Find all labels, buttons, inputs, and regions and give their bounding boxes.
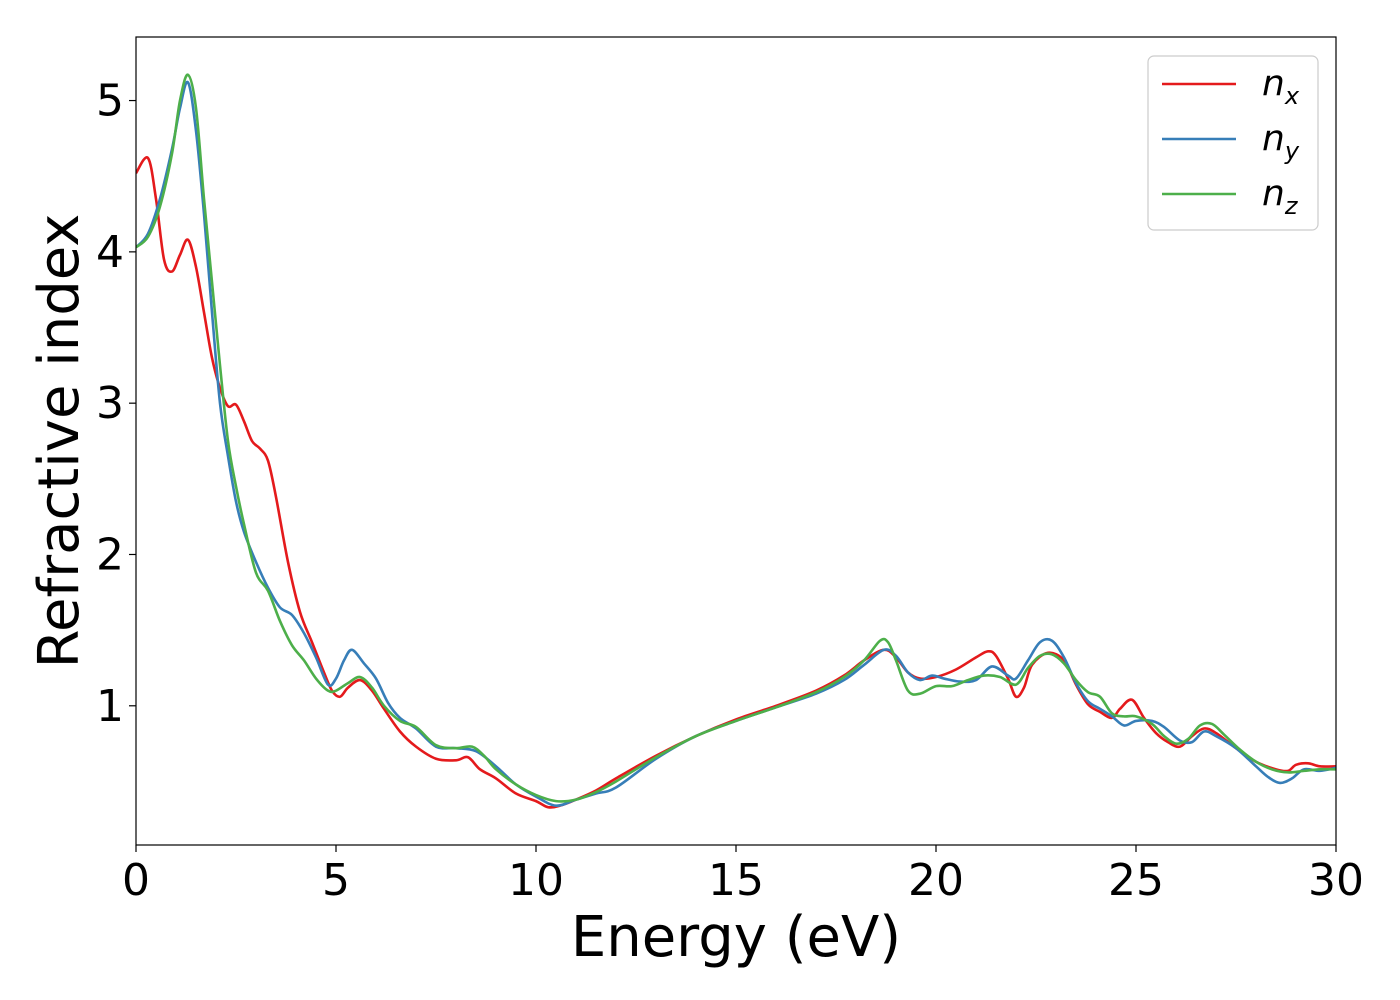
x-tick-label: 15: [708, 855, 764, 906]
legend-box: [1147, 55, 1319, 231]
x-axis-label: Energy (eV): [571, 905, 901, 970]
y-tick-label: 4: [96, 227, 124, 278]
x-tick-label: 30: [1308, 855, 1364, 906]
series-line-z: [136, 73, 1336, 803]
y-tick-label: 2: [96, 529, 124, 580]
x-tick-label: 0: [122, 855, 150, 906]
y-tick-label: 3: [96, 378, 124, 429]
x-axis-ticks: 0 5 10 15 20 25 30: [122, 845, 1364, 906]
legend-label-z: nz: [1262, 173, 1299, 220]
legend-label-y: ny: [1262, 118, 1300, 165]
y-tick-label: 1: [96, 681, 124, 732]
x-tick-label: 25: [1108, 855, 1164, 906]
series-line-x: [136, 156, 1336, 809]
legend-label-x: nx: [1262, 63, 1300, 110]
y-tick-label: 5: [96, 76, 124, 127]
y-axis-label: Refractive index: [27, 214, 92, 669]
series-layer: [136, 73, 1336, 809]
legend: nx ny nz: [1147, 55, 1319, 231]
x-tick-label: 20: [908, 855, 964, 906]
x-tick-label: 10: [508, 855, 564, 906]
x-tick-label: 5: [322, 855, 350, 906]
y-axis-ticks: 1 2 3 4 5: [96, 76, 136, 732]
